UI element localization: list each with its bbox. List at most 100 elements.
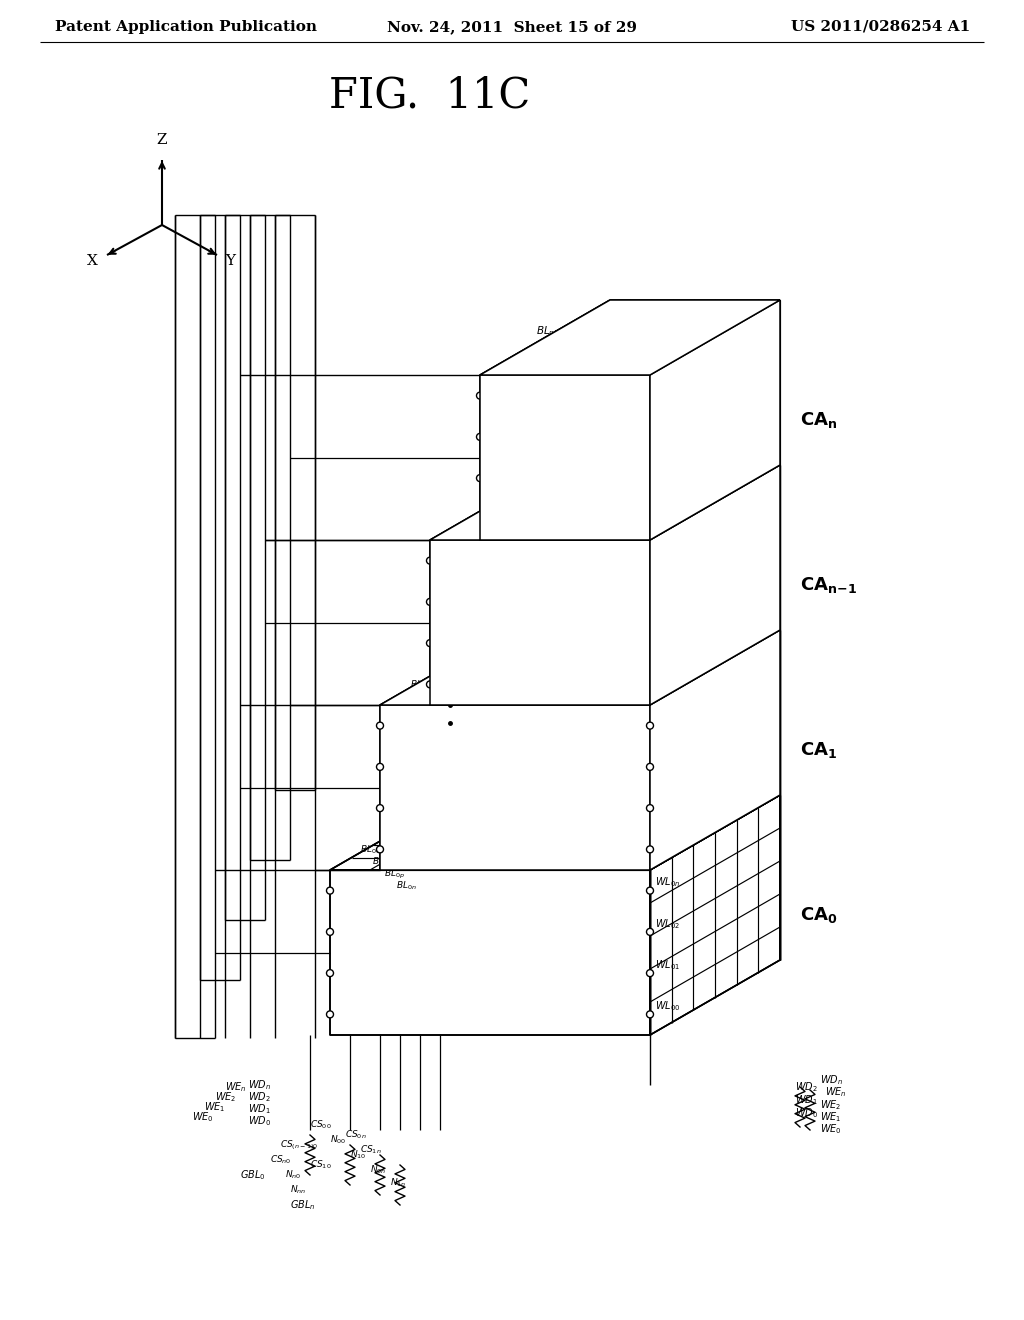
Text: $WE_2$: $WE_2$: [820, 1098, 842, 1111]
Circle shape: [646, 598, 653, 606]
Text: $WD_n$: $WD_n$: [248, 1078, 271, 1092]
Text: $WD_2$: $WD_2$: [248, 1090, 270, 1104]
Text: $GBL_n$: $GBL_n$: [290, 1199, 315, 1212]
Circle shape: [646, 557, 653, 564]
Polygon shape: [650, 795, 780, 1035]
Circle shape: [646, 805, 653, 812]
Text: $CS_{0n}$: $CS_{0n}$: [345, 1129, 367, 1142]
Polygon shape: [650, 465, 780, 705]
Polygon shape: [380, 705, 650, 870]
Text: $BL_{0n}$: $BL_{0n}$: [396, 879, 417, 892]
Text: $N_{10}$: $N_{10}$: [350, 1148, 367, 1162]
Text: $WL_{1n}$: $WL_{1n}$: [655, 710, 680, 725]
Text: $BL_{1n}$: $BL_{1n}$: [446, 714, 467, 727]
Text: $BL_{10}$: $BL_{10}$: [410, 678, 431, 692]
Text: $BL_{01}$: $BL_{01}$: [372, 855, 392, 869]
Text: $\mathbf{CA_0}$: $\mathbf{CA_0}$: [800, 906, 838, 925]
Text: $BL_{(n-1)n}$: $BL_{(n-1)n}$: [500, 560, 538, 573]
Text: $CS_{1n}$: $CS_{1n}$: [360, 1143, 382, 1156]
Text: $WL_{nn}$: $WL_{nn}$: [655, 380, 680, 395]
Circle shape: [646, 516, 653, 523]
Polygon shape: [430, 465, 780, 540]
Polygon shape: [480, 300, 780, 375]
Text: $BL_{n2}$: $BL_{n2}$: [653, 309, 677, 323]
Text: $WD_1$: $WD_1$: [248, 1102, 270, 1115]
Text: $BL_{11}$: $BL_{11}$: [422, 690, 442, 704]
Circle shape: [377, 763, 384, 771]
Text: $WE_1$: $WE_1$: [820, 1110, 842, 1123]
Circle shape: [327, 928, 334, 936]
Circle shape: [646, 970, 653, 977]
Circle shape: [377, 722, 384, 729]
Text: $WL_{0n}$: $WL_{0n}$: [655, 875, 680, 890]
Text: $WE_0$: $WE_0$: [193, 1110, 214, 1123]
Text: $WE_n$: $WE_n$: [225, 1080, 247, 1094]
Polygon shape: [380, 630, 780, 705]
Circle shape: [327, 1011, 334, 1018]
Text: Nov. 24, 2011  Sheet 15 of 29: Nov. 24, 2011 Sheet 15 of 29: [387, 20, 637, 34]
Text: Patent Application Publication: Patent Application Publication: [55, 20, 317, 34]
Circle shape: [646, 1011, 653, 1018]
Text: Y: Y: [225, 253, 234, 268]
Polygon shape: [330, 870, 650, 1035]
Text: US 2011/0286254 A1: US 2011/0286254 A1: [791, 20, 970, 34]
Text: $WL_{(n-1)2}$: $WL_{(n-1)2}$: [655, 586, 695, 601]
Polygon shape: [650, 630, 780, 870]
Text: $WL_{n0}$: $WL_{n0}$: [655, 504, 680, 517]
Circle shape: [646, 433, 653, 441]
Circle shape: [427, 681, 433, 688]
Text: $WE_n$: $WE_n$: [825, 1085, 847, 1098]
Circle shape: [646, 640, 653, 647]
Text: $WE_2$: $WE_2$: [215, 1090, 237, 1104]
Text: $WD_2$: $WD_2$: [795, 1080, 818, 1094]
Text: Z: Z: [157, 133, 167, 147]
Text: $WD_0$: $WD_0$: [795, 1106, 818, 1119]
Circle shape: [476, 392, 483, 399]
Circle shape: [377, 805, 384, 812]
Text: FIG.  11C: FIG. 11C: [330, 74, 530, 116]
Text: $WL_{n1}$: $WL_{n1}$: [655, 463, 680, 477]
Text: $BL_{12}$: $BL_{12}$: [434, 702, 455, 715]
Text: $WD_n$: $WD_n$: [820, 1073, 843, 1086]
Circle shape: [646, 392, 653, 399]
Text: $WE_1$: $WE_1$: [204, 1100, 225, 1114]
Text: $CS_{(n-1)0}$: $CS_{(n-1)0}$: [280, 1138, 318, 1152]
Text: $BL_{(n-1)2}$: $BL_{(n-1)2}$: [488, 546, 525, 561]
Text: $CS_{10}$: $CS_{10}$: [310, 1159, 332, 1171]
Text: $BL_{00}$: $BL_{00}$: [360, 843, 381, 857]
Circle shape: [646, 763, 653, 771]
Circle shape: [327, 970, 334, 977]
Text: $N_{1n}$: $N_{1n}$: [390, 1176, 407, 1189]
Circle shape: [646, 928, 653, 936]
Text: $\mathbf{CA_1}$: $\mathbf{CA_1}$: [800, 741, 838, 760]
Circle shape: [646, 887, 653, 894]
Text: $N_{nn}$: $N_{nn}$: [290, 1184, 306, 1196]
Polygon shape: [650, 300, 780, 540]
Text: $WD_0$: $WD_0$: [248, 1114, 271, 1127]
Circle shape: [427, 640, 433, 647]
Text: $CS_{n0}$: $CS_{n0}$: [270, 1154, 292, 1167]
Text: $WL_{11}$: $WL_{11}$: [655, 793, 680, 807]
Text: $N_{n0}$: $N_{n0}$: [285, 1168, 301, 1181]
Circle shape: [476, 433, 483, 441]
Text: $WL_{02}$: $WL_{02}$: [655, 916, 680, 931]
Text: $WL_{10}$: $WL_{10}$: [655, 834, 680, 847]
Text: $N_{00}$: $N_{00}$: [330, 1134, 346, 1146]
Polygon shape: [330, 795, 780, 870]
Circle shape: [646, 722, 653, 729]
Text: $GBL_0$: $GBL_0$: [240, 1168, 265, 1181]
Text: $WL_{01}$: $WL_{01}$: [655, 958, 680, 972]
Circle shape: [427, 557, 433, 564]
Circle shape: [646, 475, 653, 482]
Text: $WL_{12}$: $WL_{12}$: [655, 751, 680, 766]
Text: $CS_{00}$: $CS_{00}$: [310, 1119, 332, 1131]
Text: $WE_0$: $WE_0$: [820, 1122, 842, 1137]
Circle shape: [646, 846, 653, 853]
Text: $WL_{(n-1)0}$: $WL_{(n-1)0}$: [655, 669, 695, 682]
Circle shape: [377, 846, 384, 853]
Text: $BL_{nn}$: $BL_{nn}$: [711, 300, 734, 314]
Text: $\mathbf{CA_{n\!-\!1}}$: $\mathbf{CA_{n\!-\!1}}$: [800, 576, 857, 595]
Text: $N_{0n}$: $N_{0n}$: [370, 1164, 386, 1176]
Text: X: X: [87, 253, 97, 268]
Text: $WD_1$: $WD_1$: [795, 1093, 818, 1107]
